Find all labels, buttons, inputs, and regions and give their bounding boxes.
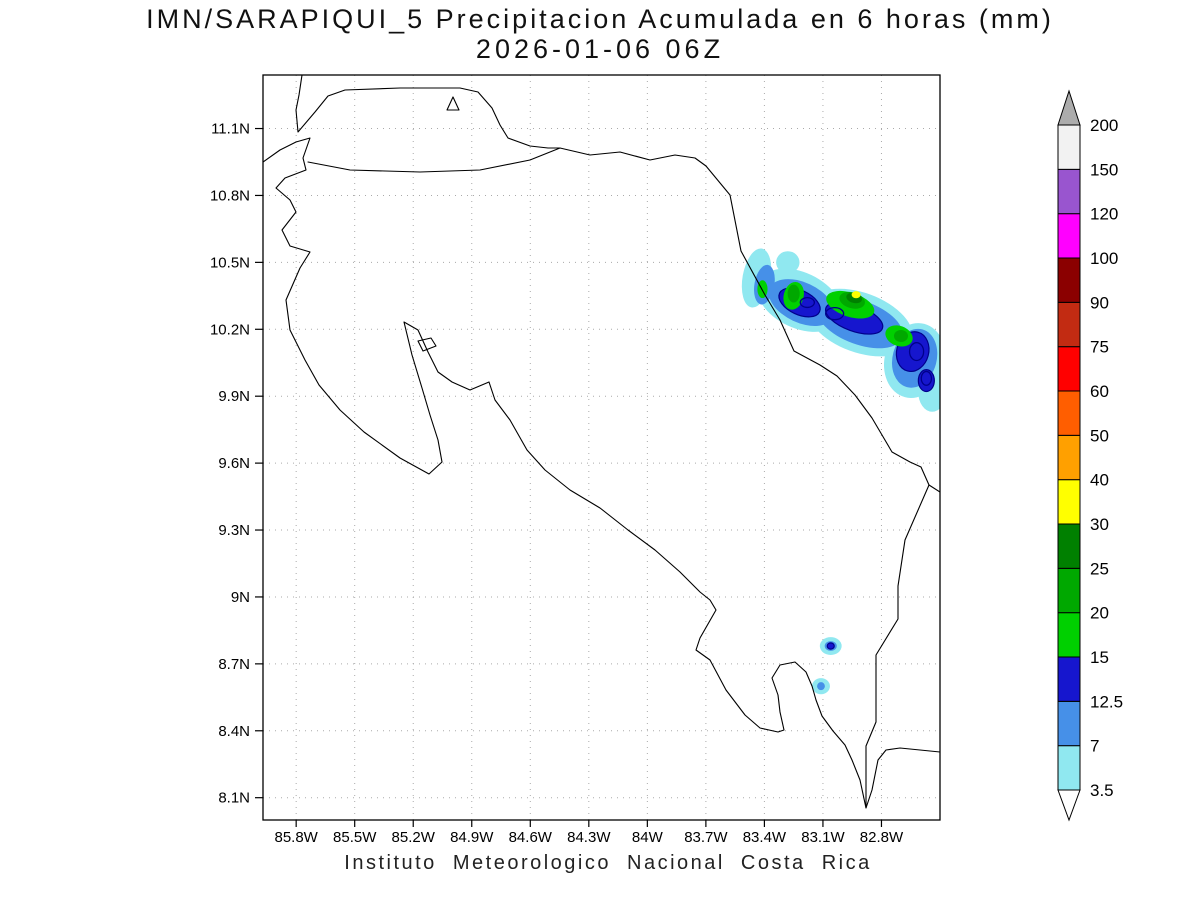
chart-title: IMN/SARAPIQUI_5 Precipitacion Acumulada … — [146, 4, 1054, 34]
panama-border-line — [865, 484, 930, 809]
y-tick-label: 9.6N — [218, 455, 250, 472]
y-tick-label: 8.1N — [218, 790, 250, 807]
colorbar-label: 30 — [1090, 515, 1109, 534]
colorbar-label: 100 — [1090, 249, 1118, 268]
colorbar-cell — [1057, 656, 1081, 702]
colorbar-label: 20 — [1090, 604, 1109, 623]
colorbar-cell — [1057, 434, 1081, 481]
ometepe-island-outline — [446, 96, 460, 111]
colorbar-cell — [1057, 168, 1081, 215]
colorbar-label: 7 — [1090, 737, 1099, 756]
colorbar-label: 75 — [1090, 338, 1109, 357]
plot-frame — [262, 74, 941, 821]
precip-area-20mm — [893, 329, 909, 342]
precip-area-30mm — [851, 291, 861, 299]
y-tick-label: 9.3N — [218, 522, 250, 539]
x-tick-label: 82.8W — [860, 829, 904, 846]
y-tick-label: 11.1N — [211, 121, 250, 138]
precip-contour-line — [799, 296, 816, 309]
y-tick-label: 10.5N — [210, 254, 250, 271]
colorbar-cell — [1057, 567, 1081, 614]
colorbar-under-arrow — [1057, 789, 1081, 822]
precip-area-7mm — [817, 682, 825, 691]
colorbar-label: 40 — [1090, 471, 1109, 490]
colorbar-label: 60 — [1090, 382, 1109, 401]
x-tick-label: 83.1W — [801, 829, 845, 846]
chira-island-outline — [417, 337, 437, 352]
chart-subtitle-datetime: 2026-01-06 06Z — [476, 34, 724, 64]
colorbar-cell — [1057, 612, 1081, 658]
colorbar-over-arrow — [1057, 89, 1081, 126]
caribbean-coastline — [705, 165, 940, 493]
precipitation-shading-layer — [741, 248, 940, 695]
x-tick-label: 83.4W — [743, 829, 787, 846]
y-tick-label: 8.4N — [218, 723, 250, 740]
precip-area-12.5mm — [826, 642, 835, 650]
colorbar-cell — [1057, 523, 1081, 569]
colorbar-label: 3.5 — [1090, 781, 1114, 800]
coastline-layer — [263, 75, 940, 809]
colorbar-cell — [1057, 346, 1081, 392]
colorbar-cell — [1057, 479, 1081, 525]
precip-contour-line — [908, 342, 925, 362]
x-tick-label: 85.5W — [333, 829, 377, 846]
colorbar-cell — [1057, 700, 1081, 747]
footer-caption: Instituto Meteorologico Nacional Costa R… — [344, 852, 871, 874]
colorbar-label: 25 — [1090, 559, 1109, 578]
x-tick-label: 84.3W — [567, 829, 611, 846]
y-tick-label: 9.9N — [218, 388, 250, 405]
colorbar-cell — [1057, 745, 1081, 791]
y-tick-label: 8.7N — [218, 656, 250, 673]
y-tick-label: 10.8N — [210, 187, 250, 204]
colorbar-label: 120 — [1090, 205, 1118, 224]
y-tick-label: 9N — [231, 589, 250, 606]
colorbar-label: 200 — [1090, 116, 1118, 135]
colorbar-label: 90 — [1090, 293, 1109, 312]
colorbar-label: 12.5 — [1090, 692, 1123, 711]
colorbar-cell — [1057, 390, 1081, 436]
y-tick-label: 10.2N — [210, 321, 250, 338]
colorbar-label: 150 — [1090, 160, 1118, 179]
axis-ticks-layer — [255, 127, 883, 827]
x-tick-label: 85.8W — [274, 829, 318, 846]
x-tick-label: 84.9W — [450, 829, 494, 846]
x-axis-labels: 85.8W 85.5W 85.2W 84.9W 84.6W 84.3W 84W 83.7W 83… — [274, 829, 903, 846]
precip-area-3.5mm — [776, 251, 800, 274]
colorbar-cell — [1057, 213, 1081, 259]
precip-area-20mm — [787, 284, 800, 303]
precip-area-12.5mm — [917, 369, 935, 393]
lake-nicaragua-shoreline — [295, 75, 561, 149]
x-tick-label: 84W — [632, 829, 664, 846]
x-tick-label: 85.2W — [392, 829, 436, 846]
colorbar-label: 50 — [1090, 426, 1109, 445]
nicaragua-border-line — [307, 147, 707, 173]
x-tick-label: 83.7W — [684, 829, 728, 846]
colorbar-cell — [1057, 301, 1081, 348]
colorbar-cell — [1057, 257, 1081, 303]
precip-contour-line — [825, 306, 845, 321]
gridlines-layer — [263, 75, 940, 820]
y-axis-labels: 11.1N 10.8N 10.5N 10.2N 9.9N 9.6N 9.3N 9N 8.7N 8.… — [210, 121, 250, 807]
colorbar-label: 15 — [1090, 648, 1109, 667]
colorbar-cell — [1057, 124, 1081, 170]
x-tick-label: 84.6W — [509, 829, 553, 846]
precip-contour-line — [920, 370, 933, 386]
colorbar: 3.5 7 12.5 15 20 25 30 40 50 60 75 90 100 120 150 200 — [1057, 89, 1123, 822]
pacific-coastline — [263, 137, 940, 809]
